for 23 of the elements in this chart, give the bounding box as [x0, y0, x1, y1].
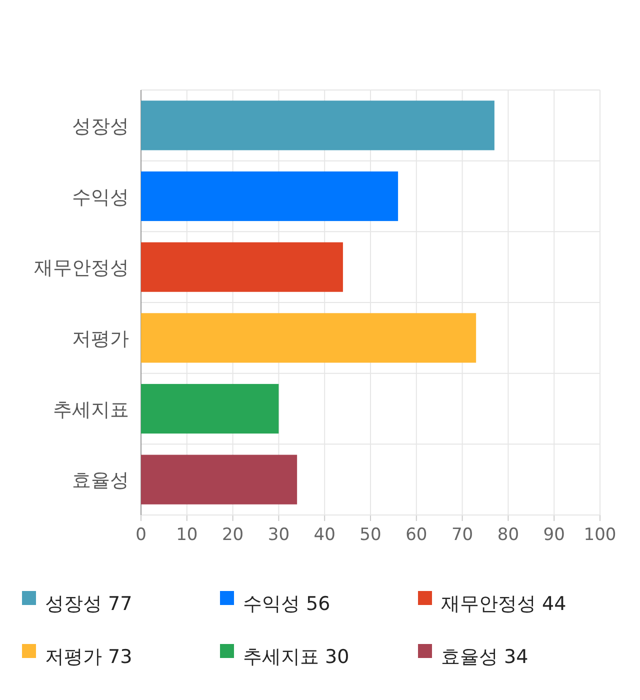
x-tick-label: 0 — [136, 525, 146, 545]
legend-label: 저평가 73 — [45, 646, 132, 668]
y-tick-label: 저평가 — [72, 328, 129, 350]
y-tick-label: 성장성 — [72, 115, 129, 138]
x-tick-label: 100 — [584, 525, 616, 545]
y-tick-label: 효율성 — [72, 470, 129, 492]
legend-label: 재무안정성 44 — [441, 593, 566, 615]
x-tick-label: 10 — [176, 525, 198, 545]
x-tick-label: 30 — [268, 525, 290, 545]
legend-label: 추세지표 30 — [243, 646, 350, 668]
y-tick-label: 수익성 — [72, 186, 129, 208]
x-tick-label: 60 — [406, 525, 428, 545]
x-tick-label: 50 — [360, 525, 382, 545]
x-tick-label: 40 — [314, 525, 336, 545]
x-tick-label: 90 — [543, 525, 565, 545]
x-tick-label: 20 — [222, 525, 244, 545]
y-tick-label: 추세지표 — [53, 398, 129, 421]
legend-label: 효율성 34 — [441, 646, 528, 668]
x-tick-label: 70 — [451, 525, 474, 545]
legend-label: 수익성 56 — [243, 593, 330, 615]
x-tick-label: 80 — [497, 525, 520, 545]
y-tick-label: 재무안정성 — [34, 257, 129, 280]
legend-label: 성장성 77 — [45, 593, 132, 615]
